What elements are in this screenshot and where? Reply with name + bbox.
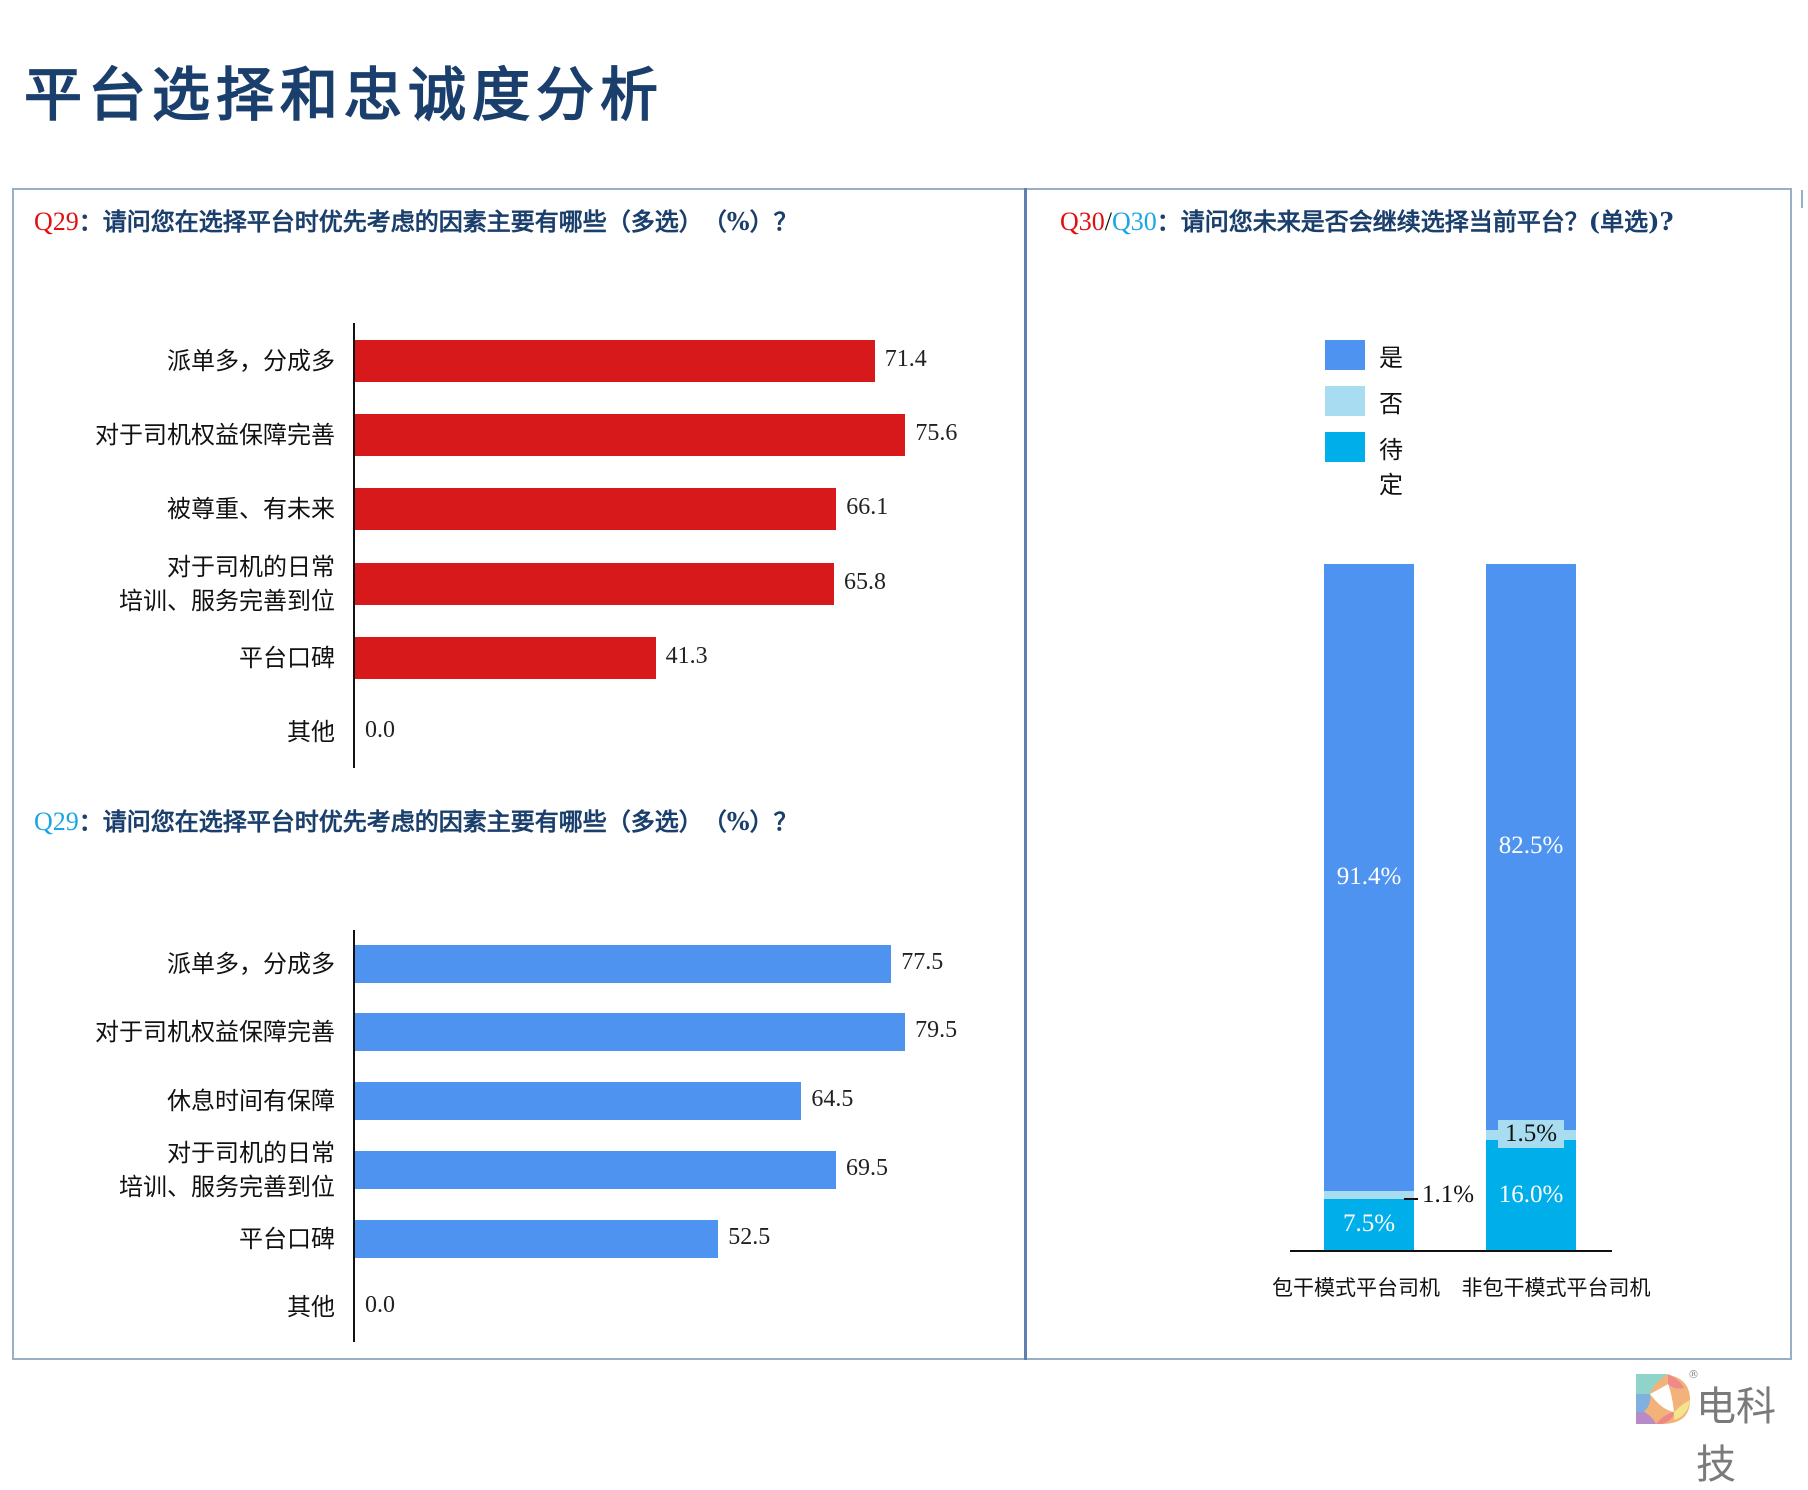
chart1-question-number: Q29 [34,207,79,236]
logo-d-icon [1636,1374,1690,1424]
chart1-category-label-line: 派单多，分成多 [167,347,335,375]
legend-swatch-yes [1325,340,1365,370]
chart3-x-axis [1290,1250,1612,1252]
chart2-question-text: ：请问您在选择平台时优先考虑的因素主要有哪些（多选） （%）？ [78,807,798,836]
chart3-question-number-red: Q30 [1060,207,1105,236]
chart2-category-label: 对于司机权益保障完善 [20,1015,335,1049]
chart1-bar [355,488,837,530]
chart2-bar [355,1151,836,1189]
content-frame [12,188,1792,1360]
chart2-category-label-line: 对于司机的日常 [167,1139,335,1167]
chart3-segment-1 [1324,1191,1414,1199]
chart1-category-label: 对于司机权益保障完善 [20,418,335,452]
chart1-question-title: Q29：请问您在选择平台时优先考虑的因素主要有哪些（多选） （%）？ [34,202,798,237]
frame-edge-tick [1801,190,1803,208]
legend-label-undecided: 待定 [1379,436,1403,499]
chart1-bar [355,563,835,605]
chart2-category-label: 对于司机的日常培训、服务完善到位 [20,1136,335,1204]
chart3-question-number-blue: Q30 [1112,207,1157,236]
chart3-question-title: Q30/Q30：请问您未来是否会继续选择当前平台？(单选)? [1060,202,1674,237]
chart3-data-label: 16.0% [1498,1181,1564,1208]
chart3-data-label: 91.4% [1336,863,1402,890]
chart3-data-label: 1.1% [1422,1181,1475,1208]
chart3-callout-leader-line [1404,1198,1418,1200]
chart1-value-label: 65.8 [844,569,887,595]
chart3-stacked-bar-1 [1486,564,1576,1250]
chart3-data-label: 82.5% [1498,832,1564,859]
legend-swatch-undecided [1325,432,1365,462]
logo-registered-mark: ® [1688,1368,1699,1381]
chart2-bar [355,1082,802,1120]
chart3-segment-0 [1324,1198,1414,1250]
chart1-value-label: 0.0 [365,717,395,743]
chart2-question-number: Q29 [34,807,79,836]
legend-label-no: 否 [1379,390,1403,418]
chart2-question-title: Q29：请问您在选择平台时优先考虑的因素主要有哪些（多选） （%）？ [34,802,798,837]
brand-logo: ® 电科技 [1634,1368,1804,1488]
panel-divider [1024,188,1027,1360]
chart3-segment-0 [1486,1140,1576,1250]
chart2-value-label: 64.5 [811,1086,854,1112]
chart1-category-label: 其他 [20,715,335,749]
chart2-category-label-line: 其他 [287,1293,335,1321]
chart1-category-label: 对于司机的日常培训、服务完善到位 [20,550,335,618]
chart1-category-label-line: 对于司机的日常 [167,553,335,581]
chart1-value-label: 41.3 [665,643,708,669]
chart3-x-label-1: 非包干模式平台司机 [1461,1276,1651,1300]
chart1-value-label: 71.4 [884,346,927,372]
chart1-category-label-line: 被尊重、有未来 [167,495,335,523]
chart1-category-label-line: 其他 [287,718,335,746]
chart2-value-label: 0.0 [365,1292,395,1318]
chart1-category-label-line: 对于司机权益保障完善 [95,421,335,449]
chart1-category-label: 派单多，分成多 [20,344,335,378]
chart1-y-axis [353,323,355,768]
chart2-category-label-line: 派单多，分成多 [167,950,335,978]
chart2-category-label: 平台口碑 [20,1222,335,1256]
logo-text: 电科技 [1696,1384,1776,1488]
chart1-category-label: 被尊重、有未来 [20,492,335,526]
chart2-value-label: 77.5 [901,949,944,975]
chart2-category-label-line: 对于司机权益保障完善 [95,1018,335,1046]
chart2-category-label: 派单多，分成多 [20,947,335,981]
chart3-stacked-bar-0 [1324,564,1414,1250]
chart1-category-label: 平台口碑 [20,641,335,675]
chart2-y-axis [353,930,355,1342]
chart1-value-label: 75.6 [915,420,958,446]
chart3-question-text: ：请问您未来是否会继续选择当前平台？(单选)? [1156,207,1674,236]
chart3-data-label: 7.5% [1342,1210,1396,1237]
chart2-bar [355,1013,906,1051]
chart3-segment-2 [1486,564,1576,1130]
chart2-bar [355,1220,719,1258]
chart1-bar [355,340,875,382]
page-title: 平台选择和忠诚度分析 [24,61,665,129]
chart2-category-label-line: 休息时间有保障 [167,1087,335,1115]
legend-swatch-no [1325,386,1365,416]
chart3-question-slash: / [1104,207,1113,236]
chart1-question-text: ：请问您在选择平台时优先考虑的因素主要有哪些（多选） （%）？ [78,207,798,236]
chart1-value-label: 66.1 [846,494,889,520]
chart1-bar [355,414,906,456]
chart2-value-label: 52.5 [728,1224,771,1250]
chart2-category-label-line: 平台口碑 [239,1225,335,1253]
chart1-category-label-line: 培训、服务完善到位 [119,587,335,615]
legend-label-yes: 是 [1379,344,1403,372]
chart2-value-label: 69.5 [845,1155,888,1181]
chart2-bar [355,945,892,983]
chart1-bar [355,637,656,679]
chart2-category-label: 其他 [20,1290,335,1324]
chart2-category-label: 休息时间有保障 [20,1084,335,1118]
chart3-x-label-0: 包干模式平台司机 [1272,1276,1440,1300]
chart2-value-label: 79.5 [915,1017,958,1043]
chart2-category-label-line: 培训、服务完善到位 [119,1173,335,1201]
chart3-segment-2 [1324,564,1414,1192]
chart1-category-label-line: 平台口碑 [239,644,335,672]
chart3-data-label: 1.5% [1498,1120,1564,1148]
